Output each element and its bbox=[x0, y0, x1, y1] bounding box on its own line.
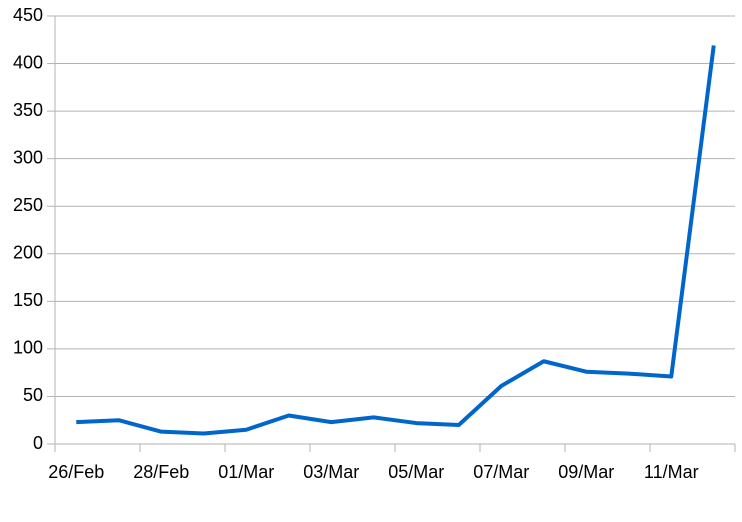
x-tick-label: 07/Mar bbox=[473, 462, 529, 482]
y-tick-label: 100 bbox=[13, 338, 43, 358]
y-tick-label: 0 bbox=[33, 433, 43, 453]
y-tick-label: 200 bbox=[13, 243, 43, 263]
y-tick-label: 350 bbox=[13, 100, 43, 120]
data-line bbox=[76, 45, 716, 436]
y-tick-label: 150 bbox=[13, 290, 43, 310]
y-tick-label: 50 bbox=[23, 385, 43, 405]
x-tick-label: 09/Mar bbox=[558, 462, 614, 482]
x-tick-label: 01/Mar bbox=[218, 462, 274, 482]
x-tick-label: 26/Feb bbox=[48, 462, 104, 482]
y-tick-label: 400 bbox=[13, 52, 43, 72]
y-tick-label: 250 bbox=[13, 195, 43, 215]
x-tick-label: 05/Mar bbox=[388, 462, 444, 482]
y-tick-label: 450 bbox=[13, 5, 43, 25]
x-tick-label: 28/Feb bbox=[133, 462, 189, 482]
x-tick-label: 03/Mar bbox=[303, 462, 359, 482]
x-tick-label: 11/Mar bbox=[644, 462, 699, 482]
y-tick-label: 300 bbox=[13, 147, 43, 167]
